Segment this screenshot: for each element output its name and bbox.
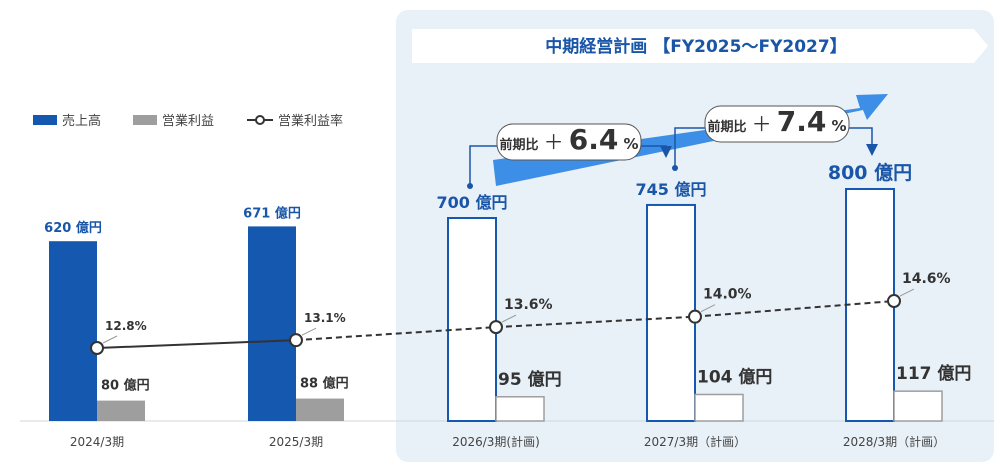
sales-value-label: 745 億円	[636, 180, 707, 199]
sales-bar	[49, 241, 97, 421]
x-tick-label: 2027/3期（計画）	[644, 434, 746, 449]
growth-2-unit: %	[831, 117, 846, 135]
margin-value-label: 13.1%	[304, 311, 346, 325]
margin-marker	[90, 341, 104, 355]
sales-bar	[646, 203, 696, 422]
growth-callout-1	[496, 123, 642, 161]
sales-value-label: 620 億円	[44, 220, 102, 236]
margin-marker	[688, 309, 702, 324]
margin-value-label: 13.6%	[504, 297, 553, 313]
op-income-bar	[495, 396, 545, 422]
legend-label-op-income: 営業利益	[162, 113, 214, 129]
sales-bar	[447, 217, 497, 422]
op-income-value-label: 117 億円	[896, 363, 971, 384]
margin-leader-line	[700, 304, 716, 313]
op-income-bar	[893, 390, 943, 422]
margin-leader-line	[501, 314, 517, 323]
x-tick-label: 2026/3期(計画)	[452, 434, 540, 449]
margin-marker	[887, 294, 901, 309]
sales-bar	[248, 226, 296, 421]
margin-marker	[289, 333, 303, 348]
sales-value-label: 800 億円	[828, 161, 912, 184]
op-income-bar	[296, 398, 344, 421]
op-income-value-label: 104 億円	[697, 366, 772, 387]
growth-1-sign: ＋	[544, 130, 564, 154]
legend-swatch-sales	[33, 115, 57, 125]
sales-bar	[845, 188, 895, 422]
op-income-value-label: 95 億円	[498, 369, 562, 390]
growth-2-value: 7.4	[777, 105, 827, 138]
growth-1-prefix: 前期比	[500, 137, 539, 153]
growth-callout-2-text: 前期比 ＋ 7.4 %	[708, 105, 847, 138]
sales-value-label: 671 億円	[243, 205, 301, 221]
x-tick-label: 2024/3期	[70, 435, 124, 449]
plan-banner	[412, 29, 988, 63]
op-income-bar	[694, 393, 744, 422]
margin-line-layer	[90, 288, 915, 355]
plan-banner-text: 中期経営計画 【FY2025～FY2027】	[545, 36, 846, 57]
op-income-value-label: 80 億円	[101, 378, 150, 394]
growth-1-value: 6.4	[569, 123, 619, 156]
margin-value-label: 14.0%	[703, 287, 752, 303]
growth-callout-1-text: 前期比 ＋ 6.4 %	[500, 123, 639, 156]
op-income-value-label: 88 億円	[300, 376, 349, 392]
margin-leader-line	[301, 327, 317, 336]
x-tick-label: 2025/3期	[269, 435, 323, 449]
callout-dot-2	[672, 165, 678, 171]
margin-marker	[489, 320, 503, 335]
legend-label-sales: 売上高	[62, 113, 101, 129]
growth-1-unit: %	[623, 135, 638, 153]
margin-value-label: 14.6%	[902, 271, 951, 287]
margin-leader-line	[102, 335, 118, 344]
growth-arrow	[493, 94, 888, 186]
callout-dot-1	[467, 183, 473, 189]
legend-label-op-margin: 営業利益率	[278, 113, 343, 129]
margin-leader-line	[899, 288, 915, 297]
legend-swatch-op-income	[133, 115, 157, 125]
growth-callout-2	[704, 105, 850, 143]
margin-value-label: 12.8%	[105, 319, 147, 333]
margin-line-segment	[495, 315, 696, 329]
sales-value-label: 700 億円	[437, 193, 508, 212]
margin-line-segment	[694, 300, 895, 318]
op-income-bar	[97, 400, 145, 421]
x-tick-label: 2028/3期（計画）	[843, 434, 945, 449]
growth-2-prefix: 前期比	[708, 119, 747, 135]
margin-line-segment	[96, 339, 297, 349]
legend-marker-op-margin	[255, 115, 265, 125]
labels-layer: 620 億円 80 億円 2024/3期 671 億円 88 億円 2025/3期 700 …	[44, 161, 971, 449]
growth-2-sign: ＋	[752, 112, 772, 136]
margin-line-segment	[295, 326, 497, 342]
